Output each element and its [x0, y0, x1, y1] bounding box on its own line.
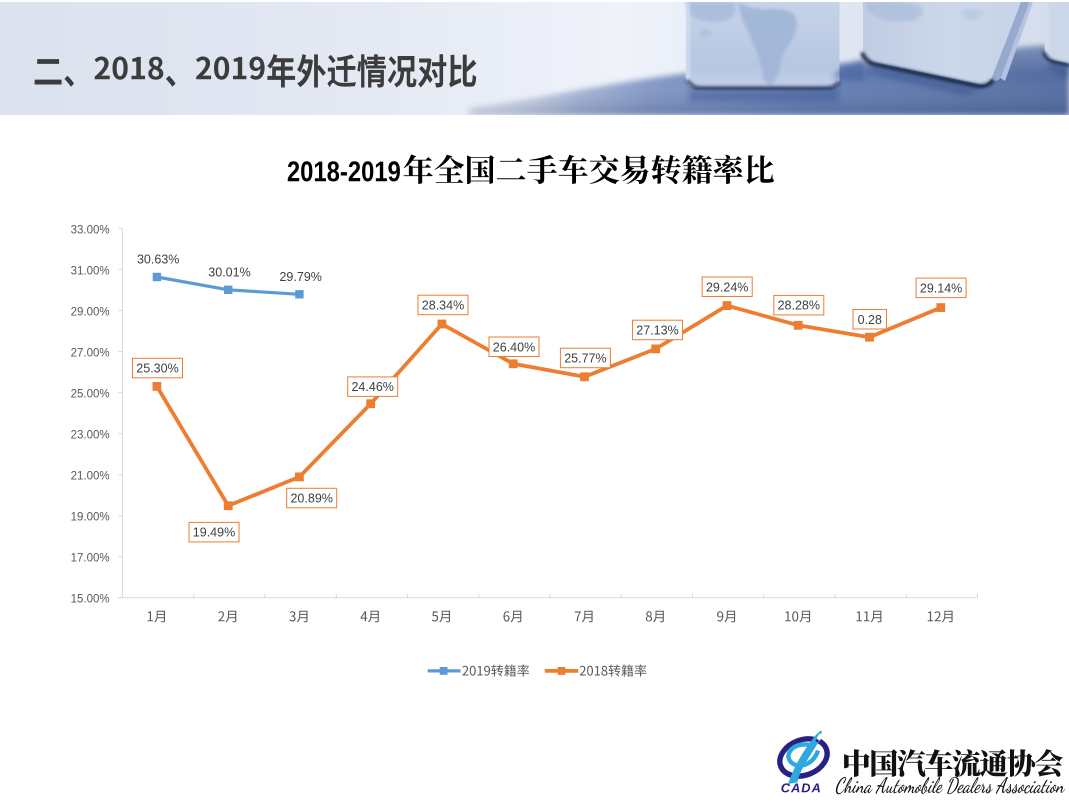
svg-text:27.13%: 27.13% [636, 324, 678, 338]
svg-text:30.63%: 30.63% [137, 253, 179, 267]
svg-text:19.49%: 19.49% [193, 526, 235, 540]
svg-text:29.00%: 29.00% [71, 306, 110, 318]
svg-text:28.34%: 28.34% [422, 299, 464, 313]
svg-text:25.30%: 25.30% [136, 362, 178, 376]
svg-text:17.00%: 17.00% [71, 553, 110, 565]
svg-text:27.00%: 27.00% [71, 347, 110, 359]
svg-text:31.00%: 31.00% [71, 265, 110, 277]
svg-text:25.77%: 25.77% [564, 352, 606, 366]
svg-text:26.40%: 26.40% [493, 340, 535, 354]
svg-text:21.00%: 21.00% [71, 471, 110, 483]
svg-text:29.79%: 29.79% [279, 270, 321, 284]
svg-text:29.24%: 29.24% [706, 280, 748, 294]
svg-text:19.00%: 19.00% [71, 512, 110, 524]
svg-text:24.46%: 24.46% [351, 380, 393, 394]
svg-text:0.28: 0.28 [858, 313, 882, 327]
svg-text:15.00%: 15.00% [71, 594, 110, 606]
svg-text:29.14%: 29.14% [920, 281, 962, 295]
svg-text:28.28%: 28.28% [778, 299, 820, 313]
svg-text:20.89%: 20.89% [290, 492, 332, 506]
svg-text:23.00%: 23.00% [71, 430, 110, 442]
svg-text:33.00%: 33.00% [71, 224, 110, 236]
svg-text:30.01%: 30.01% [208, 265, 250, 279]
svg-text:25.00%: 25.00% [71, 389, 110, 401]
